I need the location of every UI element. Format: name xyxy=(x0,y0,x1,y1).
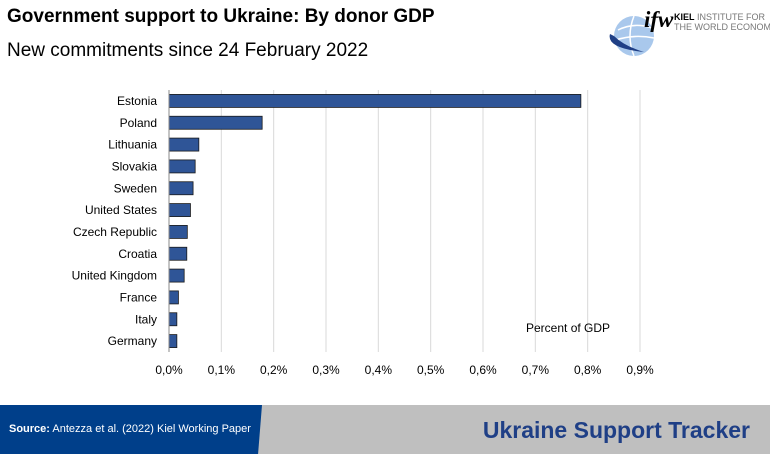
x-tick-label: 0,4% xyxy=(365,363,393,377)
bar-italy xyxy=(168,312,178,327)
bar-slovakia xyxy=(168,159,196,174)
x-tick-label: 0,9% xyxy=(626,363,654,377)
category-label: Germany xyxy=(108,334,157,348)
bar-chart: Estonia Poland Lithuania Slovakia Sweden Unit… xyxy=(72,90,654,377)
category-label: United Kingdom xyxy=(72,269,157,283)
category-label: Czech Republic xyxy=(73,225,157,239)
category-label: Estonia xyxy=(117,94,157,108)
bar-sweden xyxy=(168,181,194,196)
ifw-logo: ifw KIEL INSTITUTE FOR THE WORLD ECONOMY xyxy=(604,6,770,58)
logo-line2: THE WORLD ECONOMY xyxy=(674,22,770,32)
bar-estonia xyxy=(168,94,582,108)
bar-lithuania xyxy=(168,137,200,152)
chart-subtitle: New commitments since 24 February 2022 xyxy=(7,40,369,61)
x-tick-label: 0,6% xyxy=(469,363,497,377)
category-label: United States xyxy=(85,203,157,217)
footer: Source: Antezza et al. (2022) Kiel Worki… xyxy=(0,405,770,454)
bar-france xyxy=(168,290,179,305)
category-label: Sweden xyxy=(114,181,157,195)
category-label: France xyxy=(120,290,158,304)
bar-czech-republic xyxy=(168,225,188,239)
category-label: Croatia xyxy=(118,247,157,261)
x-tick-label: 0,7% xyxy=(522,363,550,377)
logo-mark: ifw xyxy=(644,7,674,32)
x-tick-label: 0,3% xyxy=(312,363,340,377)
bar-poland xyxy=(168,115,263,130)
x-tick-label: 0,2% xyxy=(260,363,288,377)
category-label: Italy xyxy=(135,312,157,326)
x-tick-label: 0,8% xyxy=(574,363,602,377)
x-tick-label: 0,0% xyxy=(155,363,183,377)
x-tick-label: 0,1% xyxy=(208,363,236,377)
axis-annotation: Percent of GDP xyxy=(526,321,610,335)
x-tick-label: 0,5% xyxy=(417,363,445,377)
category-label: Poland xyxy=(120,116,157,130)
chart-title: Government support to Ukraine: By donor … xyxy=(7,6,435,27)
logo-line1: KIEL INSTITUTE FOR xyxy=(674,12,766,22)
bar-germany xyxy=(168,334,178,348)
bar-united-kingdom xyxy=(168,268,185,283)
source-text: Source: Antezza et al. (2022) Kiel Worki… xyxy=(9,423,251,435)
category-label: Slovakia xyxy=(112,159,158,173)
bar-united-states xyxy=(168,203,191,217)
footer-source-panel: Source: Antezza et al. (2022) Kiel Worki… xyxy=(0,405,262,454)
bar-croatia xyxy=(168,246,188,261)
category-label: Lithuania xyxy=(108,138,157,152)
globe-icon xyxy=(609,15,655,57)
tracker-title: Ukraine Support Tracker xyxy=(482,417,750,443)
